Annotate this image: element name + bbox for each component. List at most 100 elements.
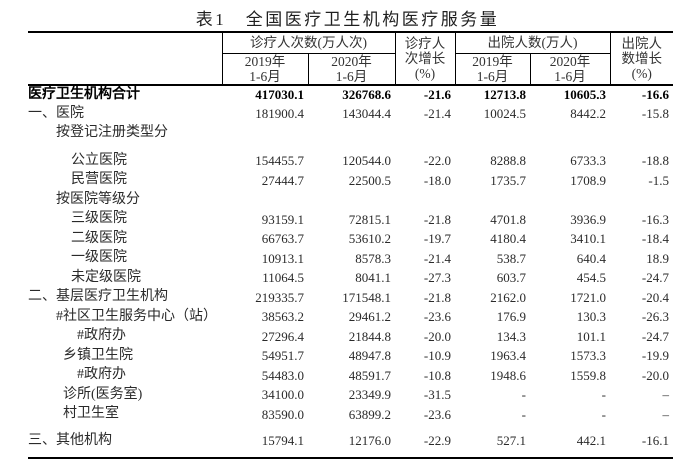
row-value: 54951.7 — [261, 348, 304, 364]
row-value: -26.3 — [641, 309, 669, 325]
col-header-discharges-2019: 2019年 1-6月 — [455, 53, 531, 85]
table-row: 二、基层医疗卫生机构 219335.7 171548.1 -21.8 2162.0 172… — [28, 288, 673, 308]
row-value — [455, 190, 530, 210]
row-value: 66763.7 — [261, 231, 304, 247]
row-value: 10024.5 — [483, 106, 526, 122]
col-header-visits-2019: 2019年 1-6月 — [222, 53, 309, 85]
col-header-visits-growth: 诊疗人 次增长 (%) — [395, 32, 456, 85]
row-value: 11064.5 — [262, 270, 304, 286]
table-row: #社区卫生服务中心（站） 38563.2 29461.2 -23.6 176.9 130.… — [28, 307, 673, 327]
row-value: 326768.6 — [342, 87, 391, 103]
row-value: 176.9 — [496, 309, 526, 325]
row-value: -21.6 — [423, 87, 451, 103]
row-value: -21.4 — [423, 250, 451, 266]
page-title: 表1 全国医疗卫生机构医疗服务量 — [195, 10, 500, 29]
row-value: - — [521, 387, 526, 403]
row-value: -10.9 — [423, 348, 451, 364]
row-value: 48947.8 — [348, 348, 391, 364]
table-row: 医疗卫生机构合计 417030.1 326768.6 -21.6 12713.8 1060… — [28, 85, 673, 105]
table-body: 医疗卫生机构合计 417030.1 326768.6 -21.6 12713.8 1060… — [28, 85, 673, 459]
row-value: 1573.3 — [570, 348, 606, 364]
row-value: -15.8 — [641, 106, 669, 122]
row-value: -20.4 — [641, 289, 669, 305]
row-value: -19.7 — [423, 231, 451, 247]
row-value: 38563.2 — [261, 309, 304, 325]
row-value: 219335.7 — [255, 289, 304, 305]
row-value — [395, 190, 455, 210]
table-row: 按医院等级分 — [28, 190, 673, 210]
table-row: 民营医院 27444.7 22500.5 -18.0 1735.7 1708.9 -1.5 — [28, 171, 673, 191]
row-value: 527.1 — [496, 433, 526, 449]
table-row: 公立医院 154455.7 120544.0 -22.0 8288.8 6733.3 -18… — [28, 143, 673, 171]
row-label: 二、基层医疗卫生机构 — [28, 289, 168, 305]
row-value: 454.5 — [576, 270, 606, 286]
col-header-discharges-2020: 2020年 1-6月 — [530, 53, 611, 85]
row-value: 12713.8 — [483, 87, 526, 103]
row-value: 101.1 — [576, 328, 606, 344]
row-value: 1721.0 — [570, 289, 606, 305]
row-value: 1948.6 — [490, 367, 526, 383]
row-value: 154455.7 — [255, 153, 304, 169]
row-value: 21844.8 — [348, 328, 391, 344]
row-value: -23.6 — [423, 406, 451, 422]
row-value: -1.5 — [648, 172, 669, 188]
row-value — [222, 190, 308, 210]
row-value: -22.0 — [423, 153, 451, 169]
row-value — [395, 124, 455, 144]
table-header: 诊疗人次数(万人次) 诊疗人 次增长 (%) 出院人数(万人) 出院人 数增长 … — [28, 32, 673, 85]
row-value: 417030.1 — [255, 87, 304, 103]
row-label: 二级医院 — [71, 230, 127, 246]
table-row: 诊所(医务室) 34100.0 23349.9 -31.5 - - – — [28, 385, 673, 405]
row-value: 22500.5 — [348, 172, 391, 188]
row-label: 三级医院 — [71, 211, 127, 227]
row-value: 143044.4 — [342, 106, 391, 122]
row-value — [530, 190, 610, 210]
table-row: 二级医院 66763.7 53610.2 -19.7 4180.4 3410.1 -18.4 — [28, 229, 673, 249]
row-value — [610, 124, 673, 144]
row-value: 53610.2 — [348, 231, 391, 247]
row-value: - — [521, 406, 526, 422]
row-value: 72815.1 — [348, 211, 391, 227]
row-value: -18.8 — [641, 153, 669, 169]
row-value: 54483.0 — [261, 367, 304, 383]
row-value: 640.4 — [576, 250, 606, 266]
row-label: 一级医院 — [71, 250, 127, 266]
row-value: 10605.3 — [563, 87, 606, 103]
row-value: 12176.0 — [348, 433, 391, 449]
row-value: -16.3 — [641, 211, 669, 227]
row-value — [308, 124, 395, 144]
row-value: 442.1 — [576, 433, 606, 449]
row-value: -20.0 — [641, 367, 669, 383]
row-value: 8041.1 — [355, 270, 391, 286]
row-label: 村卫生室 — [63, 406, 119, 422]
col-header-institution — [28, 32, 223, 85]
row-value: 120544.0 — [342, 153, 391, 169]
row-value: 48591.7 — [348, 367, 391, 383]
row-label: 医疗卫生机构合计 — [28, 86, 140, 102]
row-value: -10.8 — [423, 367, 451, 383]
row-value: 181900.4 — [255, 106, 304, 122]
row-value: 34100.0 — [261, 387, 304, 403]
table-row: 未定级医院 11064.5 8041.1 -27.3 603.7 454.5 -24.7 — [28, 268, 673, 288]
row-value: -16.1 — [641, 433, 669, 449]
table-row: 按登记注册类型分 — [28, 124, 673, 144]
row-value: 83590.0 — [261, 406, 304, 422]
col-header-discharges-group: 出院人数(万人) — [455, 32, 611, 54]
col-header-discharge-growth: 出院人 数增长 (%) — [621, 35, 663, 81]
row-value: 93159.1 — [261, 211, 304, 227]
row-label: 一、医院 — [28, 105, 84, 121]
row-value: 18.9 — [646, 250, 669, 266]
table-row: 一、医院 181900.4 143044.4 -21.4 10024.5 8442.2 -1… — [28, 104, 673, 124]
row-value: 15794.1 — [261, 433, 304, 449]
row-value: 8288.8 — [490, 153, 526, 169]
row-value: -22.9 — [423, 433, 451, 449]
row-value: 27444.7 — [261, 172, 304, 188]
table-row: #政府办 54483.0 48591.7 -10.8 1948.6 1559.8 -20.0 — [28, 366, 673, 386]
row-value: 6733.3 — [570, 153, 606, 169]
row-value: -21.8 — [423, 289, 451, 305]
row-value — [222, 124, 308, 144]
table-row: 三级医院 93159.1 72815.1 -21.8 4701.8 3936.9 -16.3 — [28, 210, 673, 230]
row-value: -20.0 — [423, 328, 451, 344]
row-value: 23349.9 — [348, 387, 391, 403]
row-value: -27.3 — [423, 270, 451, 286]
